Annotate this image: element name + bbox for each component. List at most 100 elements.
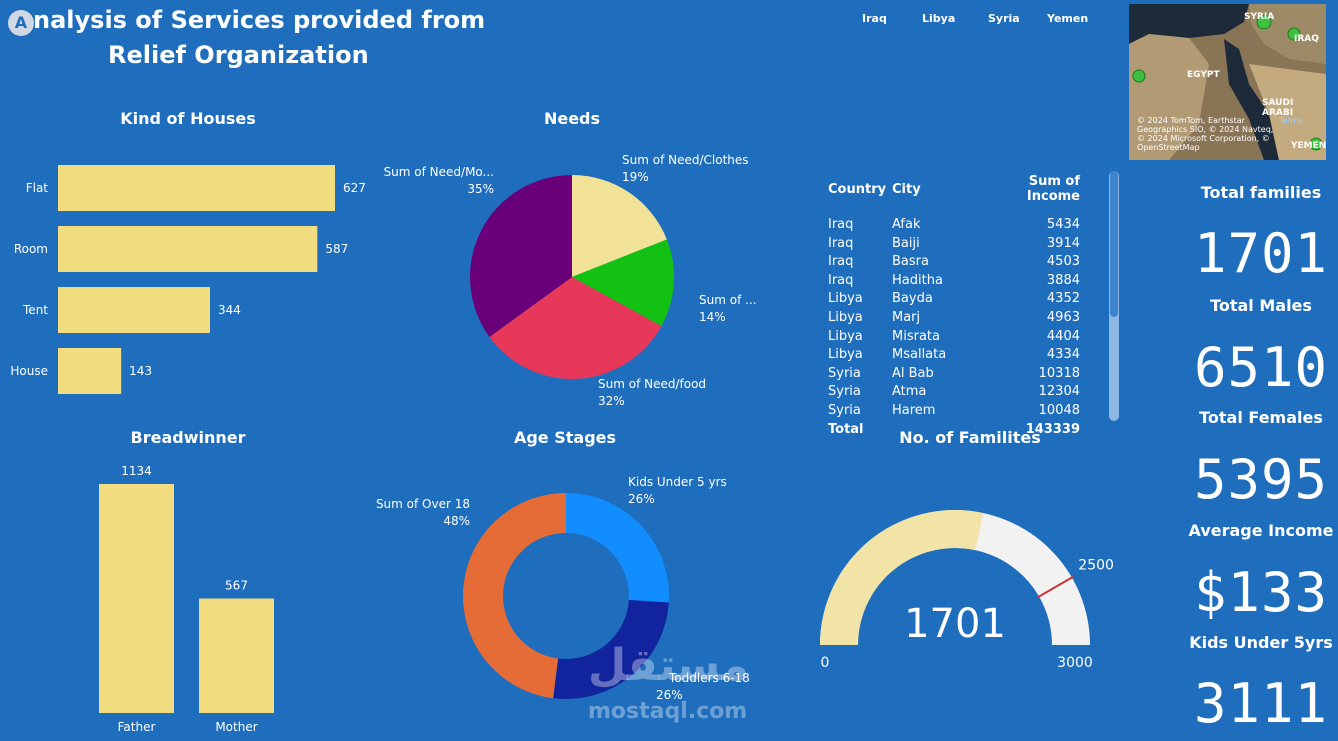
houses-category-label: House <box>10 364 48 378</box>
table-row[interactable]: Iraq Haditha 3884 <box>828 272 1080 291</box>
slicer-yemen[interactable]: Yemen <box>1047 12 1089 25</box>
map-attribution: © 2024 TomTom, Earthstar Geographics SIO… <box>1137 116 1274 152</box>
needs-slice[interactable] <box>470 175 572 337</box>
gauge-max-label: 3000 <box>1057 655 1093 671</box>
cell-income: 4334 <box>1046 347 1080 363</box>
map-label-yemen: YEMEN <box>1291 141 1326 151</box>
gauge-target-label: 2500 <box>1078 558 1114 574</box>
cell-city: Harem <box>892 402 936 418</box>
age-slice[interactable] <box>462 493 566 699</box>
breadwinner-category-label: Father <box>118 720 156 734</box>
map-label-egypt: EGYPT <box>1187 70 1220 80</box>
houses-category-label: Room <box>14 242 48 256</box>
gauge-fill[interactable] <box>820 510 984 645</box>
cell-city: Haditha <box>892 272 943 288</box>
needs-slice-percent: 19% <box>622 170 649 184</box>
gauge-min-label: 0 <box>821 655 830 671</box>
table-scrollbar-thumb[interactable] <box>1110 171 1118 317</box>
logo-icon: A <box>8 10 34 36</box>
age-slice[interactable] <box>553 599 669 699</box>
cell-income: 10318 <box>1038 365 1080 381</box>
slicer-libya[interactable]: Libya <box>922 12 956 25</box>
breadwinner-value-label: 567 <box>225 579 248 593</box>
cell-country: Libya <box>828 291 863 307</box>
breadwinner-bar[interactable] <box>199 598 274 714</box>
table-row[interactable]: Libya Bayda 4352 <box>828 290 1080 309</box>
cell-country: Iraq <box>828 217 854 232</box>
total-value: 143339 <box>1025 421 1080 437</box>
map-label-syria: SYRIA <box>1244 12 1275 22</box>
houses-bar[interactable] <box>58 165 335 211</box>
kpi-kids-under5-value: 3111 <box>1193 672 1329 735</box>
breadwinner-bar[interactable] <box>99 484 174 713</box>
table-row[interactable]: Syria Harem 10048 <box>828 402 1080 421</box>
houses-bar[interactable] <box>58 348 122 394</box>
cell-country: Syria <box>828 365 861 381</box>
table-row[interactable]: Syria Al Bab 10318 <box>828 365 1080 384</box>
cell-income: 4503 <box>1046 254 1080 270</box>
needs-slice[interactable] <box>572 175 667 277</box>
table-row[interactable]: Iraq Baiji 3914 <box>828 235 1080 254</box>
kpi-average-income-label: Average Income <box>1188 521 1334 540</box>
needs-slice-percent: 35% <box>467 182 494 196</box>
age-slice-percent: 26% <box>628 492 655 506</box>
gauge-value-label: 1701 <box>904 601 1006 647</box>
kpi-total-females-value: 5395 <box>1193 448 1329 511</box>
cell-income: 3884 <box>1046 272 1080 288</box>
income-total-row: Total 143339 <box>828 421 1080 440</box>
col-country[interactable]: Country <box>828 181 887 197</box>
page-title-line1: nalysis of Services provided from <box>33 6 486 34</box>
cell-city: Atma <box>892 384 927 400</box>
needs-slice[interactable] <box>572 239 674 327</box>
table-row[interactable]: Iraq Afak 5434 <box>828 216 1080 235</box>
houses-category-label: Tent <box>22 303 48 317</box>
age-slice[interactable] <box>566 493 669 603</box>
col-city[interactable]: City <box>892 181 921 197</box>
kpi-total-families-value: 1701 <box>1193 222 1329 285</box>
cell-income: 10048 <box>1038 402 1080 418</box>
cell-country: Libya <box>828 309 863 325</box>
kpi-total-males-label: Total Males <box>1210 296 1312 315</box>
needs-pie-chart: Sum of Need/Clothes 19% Sum of ... 14% Sum o… <box>384 153 757 408</box>
col-income[interactable]: Sum of Income <box>1026 174 1080 204</box>
cell-country: Iraq <box>828 235 854 251</box>
table-scrollbar[interactable] <box>1109 171 1119 421</box>
table-row[interactable]: Iraq Basra 4503 <box>828 253 1080 272</box>
table-row[interactable]: Libya Msallata 4334 <box>828 346 1080 365</box>
gauge-target-marker <box>1036 575 1075 599</box>
needs-slice-label: Sum of ... <box>699 293 757 307</box>
income-table: Country City Sum of Income Iraq Afak 5434 I… <box>828 174 1082 439</box>
cell-city: Afak <box>892 217 921 232</box>
cell-city: Al Bab <box>892 365 934 381</box>
table-row[interactable]: Syria Atma 12304 <box>828 383 1080 402</box>
gauge-chart-title: No. of Familites <box>899 428 1041 447</box>
cell-city: Bayda <box>892 291 933 307</box>
houses-bar-chart: Flat 627 Room 587 Tent 344 House 143 <box>10 165 366 394</box>
table-row[interactable]: Libya Misrata 4404 <box>828 328 1080 347</box>
slicer-syria[interactable]: Syria <box>988 12 1020 25</box>
houses-value-label: 627 <box>343 181 366 195</box>
breadwinner-bar-chart: 1134 Father 567 Mother <box>99 464 274 734</box>
map-label-iraq: IRAQ <box>1294 34 1319 44</box>
cell-city: Baiji <box>892 235 920 251</box>
needs-slice[interactable] <box>489 277 662 379</box>
houses-bar[interactable] <box>58 287 210 333</box>
age-donut-chart: Kids Under 5 yrs 26% Toddlers 6-18 26% Sum o… <box>376 475 750 702</box>
breadwinner-category-label: Mother <box>215 720 257 734</box>
needs-slice-label: Sum of Need/Clothes <box>622 153 749 167</box>
cell-country: Iraq <box>828 272 854 288</box>
map-label-saudi: SAUDI ARABI <box>1262 98 1294 118</box>
cell-income: 3914 <box>1046 235 1080 251</box>
houses-bar[interactable] <box>58 226 318 272</box>
needs-slice-label: Sum of Need/Mo... <box>384 165 494 179</box>
cell-city: Basra <box>892 254 929 270</box>
page-title-line2: Relief Organization <box>108 41 369 69</box>
cell-country: Syria <box>828 384 861 400</box>
cell-city: Misrata <box>892 328 940 344</box>
slicer-iraq[interactable]: Iraq <box>862 12 887 25</box>
table-row[interactable]: Libya Marj 4963 <box>828 309 1080 328</box>
kpi-total-females-label: Total Females <box>1199 408 1323 427</box>
map-terms-link[interactable]: Terms <box>1279 116 1303 125</box>
needs-slice-percent: 14% <box>699 310 726 324</box>
map-visual[interactable]: SYRIA IRAQ EGYPT SAUDI ARABI YEMEN © 202… <box>1129 4 1326 160</box>
